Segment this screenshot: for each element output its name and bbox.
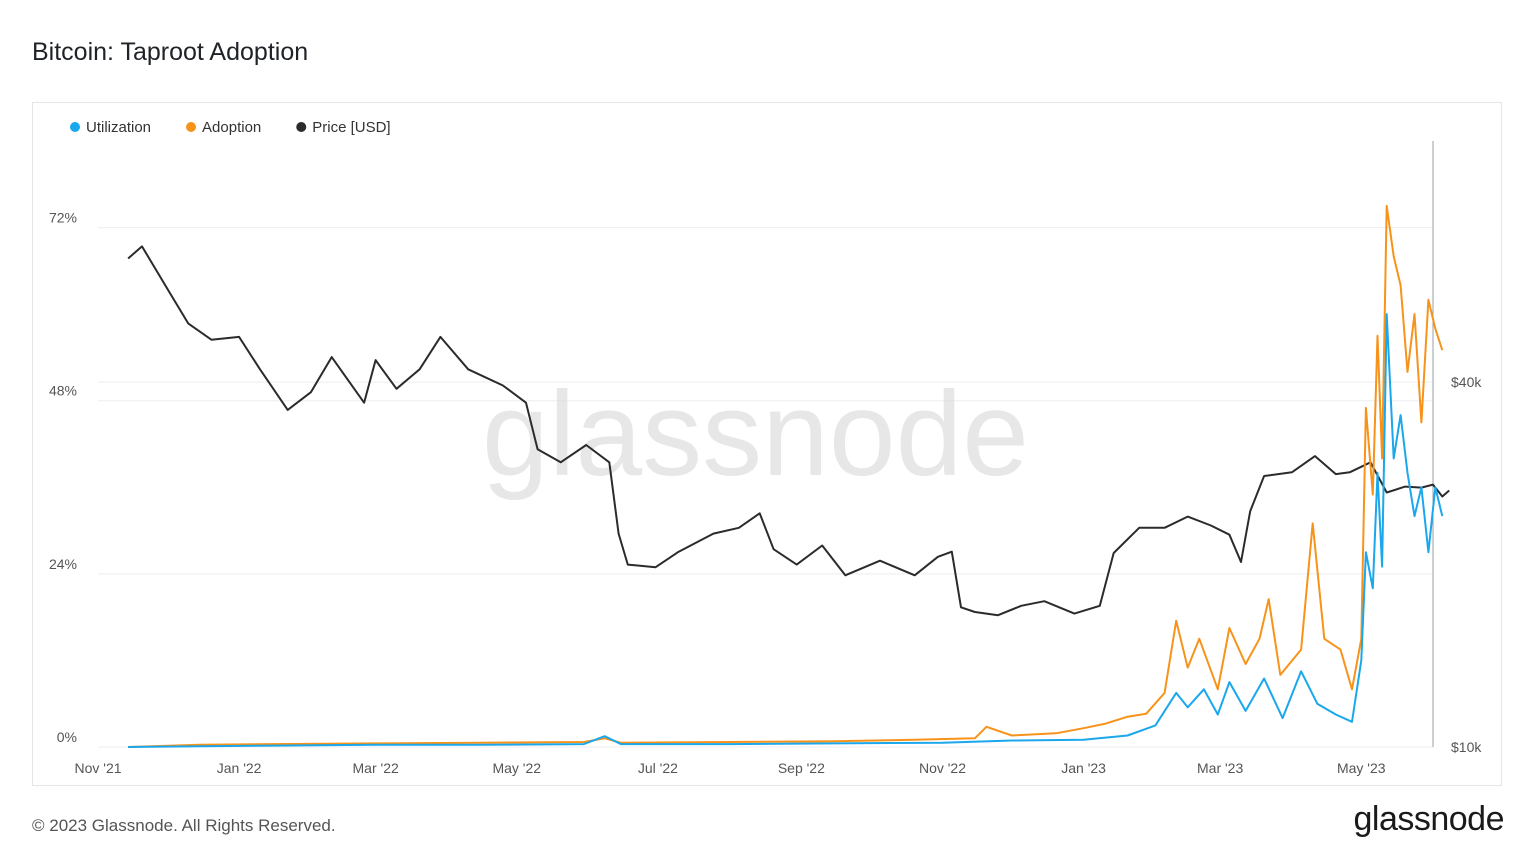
adoption-series-line — [128, 204, 1444, 748]
page-title: Bitcoin: Taproot Adoption — [32, 38, 309, 66]
price-series-line — [127, 245, 1450, 617]
y-right-tick-label: $10k — [1451, 739, 1482, 755]
legend-dot — [186, 122, 197, 132]
legend-label: Adoption — [202, 119, 261, 136]
y-left-tick-label: 0% — [57, 729, 77, 745]
x-tick-label: Nov '22 — [919, 760, 966, 776]
watermark-text: glassnode — [482, 367, 1029, 501]
legend-label: Utilization — [86, 119, 151, 136]
x-tick-label: Nov '21 — [74, 760, 121, 776]
x-tick-label: Mar '22 — [353, 760, 399, 776]
x-tick-label: May '22 — [492, 760, 541, 776]
y-left-tick-label: 72% — [49, 210, 77, 226]
chart-svg: glassnode 0% 24% 48% 72% $10k $40k Nov '21 Jan '… — [49, 119, 1482, 776]
chart-frame: glassnode 0% 24% 48% 72% $10k $40k Nov '21 Jan '… — [32, 102, 1502, 786]
legend-label: Price [USD] — [312, 119, 390, 136]
x-tick-label: Mar '23 — [1197, 760, 1243, 776]
x-tick-label: May '23 — [1337, 760, 1386, 776]
x-tick-label: Sep '22 — [778, 760, 825, 776]
y-right-tick-label: $40k — [1451, 374, 1482, 390]
y-left-tick-label: 24% — [49, 556, 77, 572]
x-tick-label: Jan '22 — [217, 760, 262, 776]
x-tick-label: Jul '22 — [638, 760, 678, 776]
utilization-series-line — [128, 313, 1444, 748]
x-tick-label: Jan '23 — [1061, 760, 1106, 776]
glassnode-logo: glassnode — [1353, 800, 1504, 838]
legend-dot — [70, 122, 80, 132]
copyright-text: © 2023 Glassnode. All Rights Reserved. — [32, 816, 336, 835]
y-left-tick-label: 48% — [49, 383, 77, 399]
legend-dot — [296, 122, 307, 132]
